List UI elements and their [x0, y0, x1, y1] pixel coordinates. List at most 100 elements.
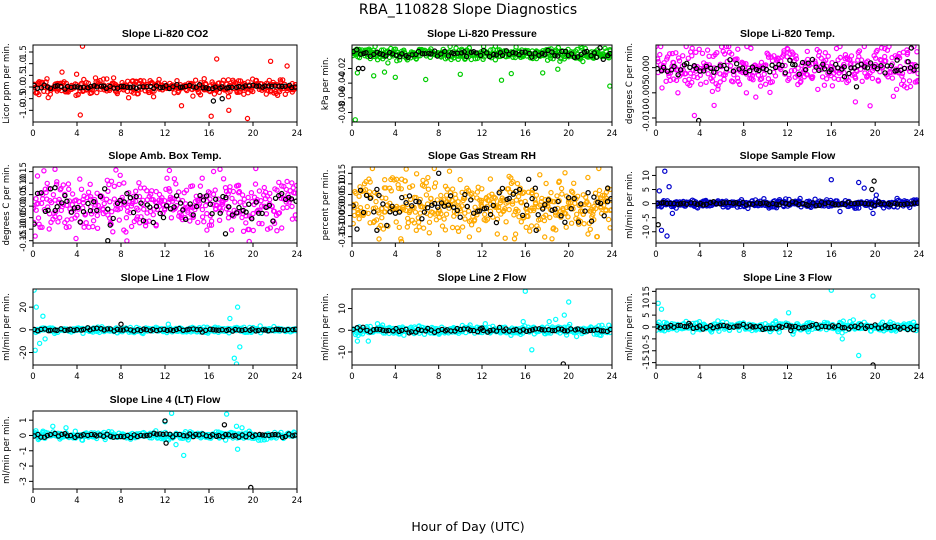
- data-point: [457, 176, 463, 183]
- data-point: [110, 215, 116, 222]
- data-point: [727, 57, 733, 63]
- data-point: [62, 192, 68, 199]
- data-point: [820, 61, 826, 68]
- data-point: [508, 70, 514, 77]
- chart-title: Slope Amb. Box Temp.: [108, 150, 221, 162]
- data-point: [841, 61, 847, 68]
- data-point: [166, 185, 172, 192]
- data-point: [365, 338, 371, 344]
- data-point: [262, 327, 269, 333]
- y-tick-label: 0.00: [338, 196, 348, 215]
- data-point: [217, 167, 223, 172]
- data-point: [742, 69, 749, 76]
- data-point: [194, 327, 200, 333]
- y-axis-label: ml/min per min.: [2, 293, 12, 361]
- data-point: [80, 326, 87, 333]
- data-point: [104, 76, 110, 82]
- data-point: [570, 189, 576, 196]
- data-point: [274, 187, 280, 193]
- data-point: [85, 189, 92, 195]
- data-point: [721, 322, 727, 329]
- data-point: [795, 65, 801, 71]
- data-point: [554, 193, 560, 199]
- data-point: [419, 216, 425, 222]
- data-point: [669, 210, 676, 217]
- data-point: [753, 94, 759, 100]
- data-point: [365, 210, 371, 217]
- data-point: [388, 188, 394, 194]
- data-point: [867, 103, 873, 109]
- data-point: [588, 53, 594, 59]
- data-point: [157, 431, 163, 437]
- data-point: [289, 84, 295, 91]
- data-point: [852, 74, 858, 80]
- data-point: [220, 176, 227, 182]
- x-tick-label: 8: [118, 372, 123, 382]
- data-point: [75, 204, 81, 211]
- data-point: [445, 53, 452, 59]
- x-tick-label: 0: [30, 129, 35, 139]
- data-point: [529, 195, 535, 202]
- data-point: [94, 190, 100, 196]
- data-point: [197, 183, 204, 189]
- data-point: [568, 220, 575, 226]
- data-point: [859, 78, 865, 85]
- data-point: [571, 195, 577, 202]
- data-point: [483, 205, 490, 211]
- data-point: [170, 327, 176, 334]
- data-point: [130, 209, 137, 216]
- data-point: [222, 231, 229, 237]
- data-point: [527, 228, 533, 234]
- data-point: [541, 217, 548, 224]
- x-tick-label: 20: [870, 250, 881, 260]
- data-point: [288, 196, 295, 202]
- data-point: [552, 206, 558, 212]
- x-tick-label: 12: [160, 129, 171, 139]
- data-point: [761, 71, 767, 77]
- chart-title: Slope Line 1 Flow: [121, 272, 211, 284]
- y-axis-label: ml/min per min.: [625, 171, 635, 239]
- data-point: [73, 71, 80, 77]
- data-point: [105, 238, 111, 243]
- data-point: [555, 66, 561, 72]
- data-point: [510, 327, 517, 333]
- data-point: [869, 186, 875, 193]
- data-point: [779, 324, 785, 330]
- data-point: [366, 176, 372, 182]
- data-point: [731, 324, 737, 330]
- data-point: [662, 324, 668, 330]
- data-point: [91, 198, 97, 205]
- data-point: [292, 84, 297, 90]
- x-tick-label: 8: [436, 250, 441, 260]
- data-point: [675, 72, 681, 78]
- data-point: [765, 75, 772, 82]
- data-point: [556, 179, 562, 185]
- data-point: [229, 212, 235, 218]
- y-tick-label: 0: [19, 433, 29, 438]
- y-tick-label: -20: [19, 346, 29, 360]
- data-point: [33, 347, 38, 353]
- data-point: [872, 322, 878, 328]
- data-point: [226, 107, 232, 114]
- data-point: [496, 324, 503, 331]
- data-point: [432, 211, 438, 217]
- data-point: [520, 212, 526, 219]
- data-point: [442, 227, 449, 233]
- data-point: [656, 222, 661, 228]
- data-point: [259, 432, 266, 438]
- data-point: [822, 50, 829, 56]
- data-point: [888, 62, 895, 69]
- x-tick-label: 24: [292, 372, 303, 382]
- data-point: [785, 310, 792, 316]
- data-point: [133, 193, 139, 200]
- data-point: [80, 208, 87, 215]
- data-point: [65, 181, 72, 187]
- data-point: [704, 47, 711, 53]
- x-tick-label: 16: [826, 372, 837, 382]
- data-point: [146, 432, 153, 438]
- data-point: [757, 200, 764, 207]
- data-point: [173, 431, 179, 438]
- data-point: [90, 223, 96, 230]
